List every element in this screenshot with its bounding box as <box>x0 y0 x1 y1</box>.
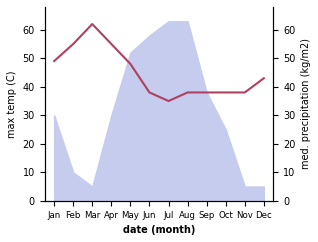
Y-axis label: max temp (C): max temp (C) <box>7 70 17 138</box>
Y-axis label: med. precipitation (kg/m2): med. precipitation (kg/m2) <box>301 38 311 169</box>
X-axis label: date (month): date (month) <box>123 225 195 235</box>
